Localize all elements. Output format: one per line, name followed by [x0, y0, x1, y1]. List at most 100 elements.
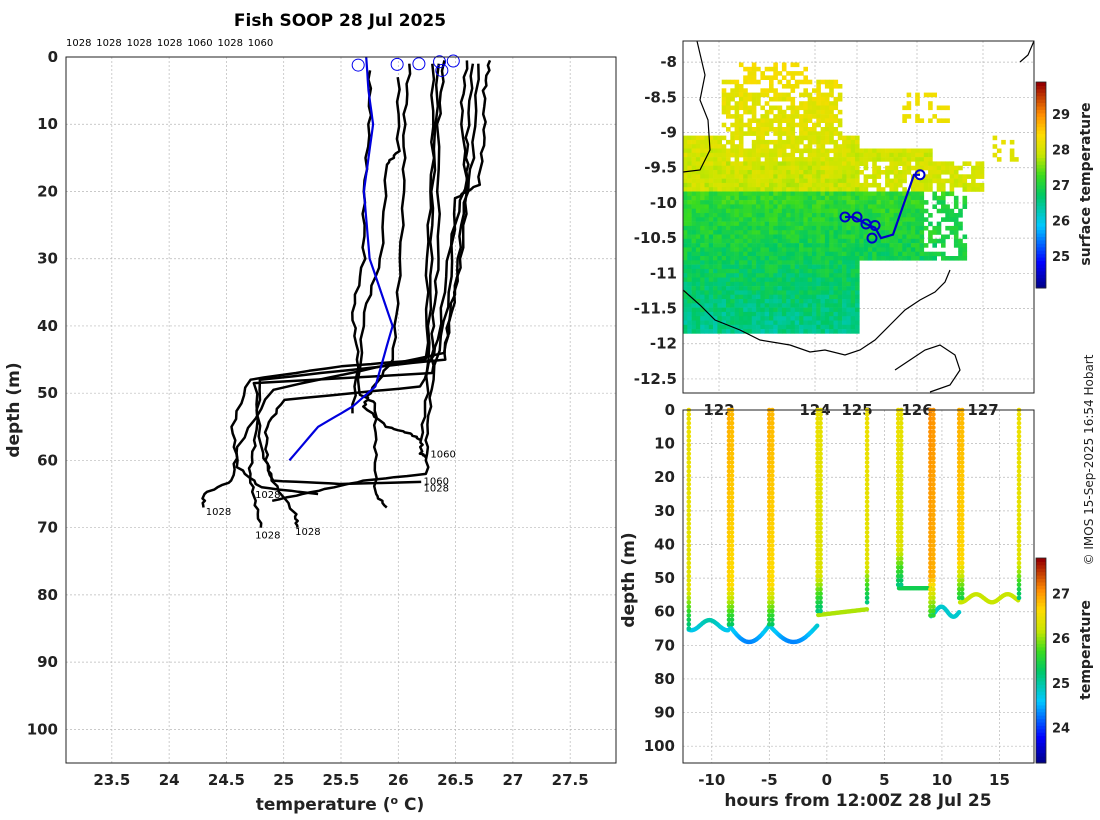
sst-cell	[764, 320, 770, 326]
sst-cell	[695, 144, 701, 149]
sst-cell	[807, 204, 813, 209]
section-point	[898, 530, 904, 535]
section-point	[770, 525, 775, 531]
sst-cell	[812, 247, 817, 252]
sst-cell	[799, 230, 804, 235]
sst-cell	[893, 152, 899, 158]
section-point	[898, 582, 904, 588]
section-point	[686, 600, 692, 605]
sst-cell	[786, 92, 791, 98]
sst-cell	[876, 148, 882, 154]
sst-cell	[704, 247, 710, 252]
track-marker	[851, 211, 863, 223]
section-point	[1016, 512, 1022, 518]
colorbar-segment	[1036, 633, 1046, 638]
sst-cell	[764, 114, 770, 119]
section-x-tick: -5	[761, 771, 778, 789]
section-point	[818, 473, 823, 478]
sst-cell	[786, 165, 791, 171]
sst-cell	[846, 307, 851, 313]
sst-cell	[695, 165, 701, 171]
sst-cell	[803, 260, 808, 265]
sst-cell	[837, 230, 843, 235]
sst-cell	[790, 139, 796, 145]
sst-cell	[902, 256, 907, 261]
sst-cell	[751, 230, 757, 235]
colorbar-tick: 26	[1052, 215, 1070, 230]
sst-cell	[872, 200, 877, 205]
sst-cell	[773, 324, 778, 330]
section-point	[818, 416, 823, 422]
sst-cell	[738, 84, 744, 89]
sst-cell	[769, 165, 774, 171]
sst-cell	[790, 114, 796, 119]
sst-cell	[820, 157, 826, 162]
sst-cell	[928, 92, 933, 98]
sst-cell	[824, 286, 830, 291]
sst-cell	[708, 307, 714, 313]
sst-cell	[902, 225, 907, 231]
sst-cell	[855, 178, 860, 184]
sst-cell	[721, 144, 727, 149]
sst-cell	[794, 71, 800, 76]
section-point	[770, 412, 775, 417]
sst-cell	[687, 247, 692, 252]
sst-cell	[683, 187, 688, 192]
sst-cell	[773, 114, 778, 119]
sst-cell	[777, 122, 783, 128]
colorbar-segment	[1036, 663, 1046, 668]
sst-cell	[773, 66, 778, 72]
sst-cell	[708, 221, 714, 227]
sst-cell	[790, 157, 796, 162]
section-point	[931, 468, 936, 474]
sst-cell	[910, 200, 916, 205]
sst-cell	[743, 157, 748, 162]
sst-cell	[704, 273, 710, 278]
section-point	[770, 608, 775, 614]
colorbar-tick: 28	[1052, 143, 1070, 158]
colorbar-segment	[1036, 250, 1046, 255]
sst-cell	[889, 208, 894, 214]
sst-cell	[734, 234, 740, 240]
section-point	[959, 591, 965, 596]
section-point	[818, 468, 823, 474]
sst-cell	[833, 118, 839, 123]
sst-cell	[695, 329, 701, 334]
sst-cell	[747, 290, 753, 295]
sst-cell	[695, 200, 701, 205]
sst-cell	[850, 191, 856, 197]
section-point	[686, 621, 692, 627]
sst-cell	[885, 165, 890, 171]
section-point	[818, 442, 823, 448]
sst-cell	[700, 273, 705, 278]
sst-cell	[683, 161, 688, 166]
sst-cell	[760, 247, 765, 252]
sst-cell	[898, 148, 903, 154]
sst-cell	[781, 213, 787, 218]
sst-cell	[777, 92, 783, 98]
sst-cell	[855, 316, 860, 321]
section-point	[931, 604, 936, 609]
sst-cell	[958, 251, 963, 257]
section-point	[686, 420, 692, 426]
sst-cell	[786, 118, 791, 123]
sst-cell	[837, 264, 843, 270]
section-point	[686, 490, 692, 496]
sst-cell	[730, 92, 735, 98]
sst-cell	[721, 225, 727, 231]
sst-cell	[837, 243, 843, 248]
sst-cell	[820, 204, 826, 209]
sst-cell	[799, 329, 804, 334]
sst-cell	[816, 195, 821, 201]
section-point	[959, 460, 965, 465]
sst-cell	[803, 92, 808, 98]
sst-cell	[691, 182, 697, 188]
sst-cell	[812, 277, 817, 283]
sst-cell	[842, 170, 847, 175]
sst-cell	[721, 157, 727, 162]
sst-cell	[769, 127, 774, 132]
sst-cell	[726, 251, 731, 257]
section-point	[686, 586, 692, 592]
sst-cell	[786, 320, 791, 326]
